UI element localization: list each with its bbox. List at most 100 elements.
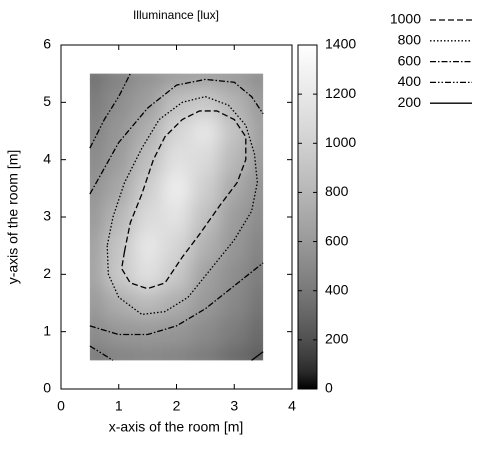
heatmap-cell — [133, 174, 163, 204]
legend-label: 400 — [398, 73, 422, 89]
y-tick-label: 2 — [43, 265, 51, 281]
heatmap-cell — [133, 202, 163, 232]
heatmap-cell — [248, 288, 264, 318]
heatmap-cell — [162, 116, 192, 146]
colorbar-tick-label: 1200 — [325, 85, 356, 101]
heatmap-cell — [89, 288, 105, 318]
heatmap-cell — [89, 260, 105, 290]
heatmap — [89, 73, 264, 361]
heatmap-cell — [248, 88, 264, 118]
y-tick-label: 1 — [43, 322, 51, 338]
heatmap-cell — [89, 116, 105, 146]
heatmap-cell — [89, 231, 105, 261]
heatmap-cell — [162, 174, 192, 204]
heatmap-cell — [248, 73, 264, 89]
heatmap-cell — [219, 231, 250, 261]
colorbar-tick-label: 600 — [325, 232, 349, 248]
x-axis-label: x-axis of the room [m] — [109, 419, 244, 435]
heatmap-cell — [133, 73, 163, 89]
heatmap-cell — [162, 145, 192, 175]
heatmap-cell — [104, 174, 134, 204]
heatmap-cell — [248, 116, 264, 146]
chart-title: Illuminance [lux] — [133, 8, 219, 22]
heatmap-cell — [89, 346, 105, 361]
legend-label: 600 — [398, 52, 422, 68]
heatmap-cell — [133, 346, 163, 361]
y-tick-label: 5 — [43, 93, 51, 109]
heatmap-cell — [162, 231, 192, 261]
heatmap-cell — [219, 73, 250, 89]
heatmap-cell — [248, 231, 264, 261]
contour-line — [89, 78, 264, 336]
heatmap-cell — [190, 346, 221, 361]
x-tick-label: 4 — [288, 398, 296, 414]
heatmap-cell — [89, 317, 105, 347]
heatmap-cell — [104, 288, 134, 318]
heatmap-cell — [104, 73, 134, 89]
contour-line — [251, 351, 264, 361]
colorbar-tick-label: 1000 — [325, 134, 356, 150]
heatmap-cell — [248, 346, 264, 361]
heatmap-cell — [219, 202, 250, 232]
x-tick-label: 3 — [230, 398, 238, 414]
heatmap-cell — [190, 288, 221, 318]
y-tick-label: 0 — [43, 380, 51, 396]
colorbar — [297, 44, 318, 390]
heatmap-cell — [190, 231, 221, 261]
heatmap-cell — [219, 145, 250, 175]
heatmap-cell — [190, 317, 221, 347]
heatmap-cell — [219, 346, 250, 361]
heatmap-cell — [248, 145, 264, 175]
colorbar-tick-label: 400 — [325, 281, 349, 297]
heatmap-cell — [219, 317, 250, 347]
legend-label: 800 — [398, 32, 422, 48]
heatmap-cell — [133, 88, 163, 118]
heatmap-cell — [248, 260, 264, 290]
heatmap-cell — [190, 145, 221, 175]
heatmap-cell — [162, 288, 192, 318]
heatmap-cell — [190, 88, 221, 118]
heatmap-cell — [219, 116, 250, 146]
heatmap-cell — [89, 88, 105, 118]
heatmap-cell — [162, 346, 192, 361]
heatmap-cell — [89, 174, 105, 204]
heatmap-cell — [133, 116, 163, 146]
heatmap-cell — [104, 231, 134, 261]
heatmap-cell — [248, 317, 264, 347]
contour-line — [89, 73, 131, 361]
contour-line — [120, 110, 247, 290]
heatmap-cell — [89, 73, 105, 89]
heatmap-cell — [104, 202, 134, 232]
heatmap-cell — [219, 260, 250, 290]
heatmap-cell — [248, 174, 264, 204]
heatmap-cell — [162, 317, 192, 347]
y-tick-label: 4 — [43, 150, 51, 166]
heatmap-cell — [89, 145, 105, 175]
heatmap-cell — [133, 231, 163, 261]
heatmap-cell — [162, 73, 192, 89]
legend-label: 200 — [398, 94, 422, 110]
x-tick-label: 1 — [115, 398, 123, 414]
colorbar-tick-label: 200 — [325, 331, 349, 347]
heatmap-cell — [190, 116, 221, 146]
heatmap-cell — [219, 88, 250, 118]
heatmap-cell — [133, 145, 163, 175]
y-axis-label: y-axis of the room [m] — [5, 150, 21, 285]
heatmap-cell — [190, 202, 221, 232]
x-tick-label: 2 — [173, 398, 181, 414]
y-tick-label: 3 — [43, 208, 51, 224]
contour-line — [106, 95, 259, 316]
legend-label: 1000 — [390, 11, 421, 27]
colorbar-tick-label: 0 — [325, 380, 333, 396]
heatmap-cell — [248, 202, 264, 232]
y-tick-label: 6 — [43, 36, 51, 52]
heatmap-cells — [89, 73, 264, 361]
heatmap-cell — [89, 202, 105, 232]
heatmap-cell — [104, 260, 134, 290]
colorbar-tick-label: 1400 — [325, 36, 356, 52]
x-tick-label: 0 — [57, 398, 65, 414]
heatmap-cell — [104, 88, 134, 118]
heatmap-cell — [190, 73, 221, 89]
heatmap-cell — [190, 174, 221, 204]
